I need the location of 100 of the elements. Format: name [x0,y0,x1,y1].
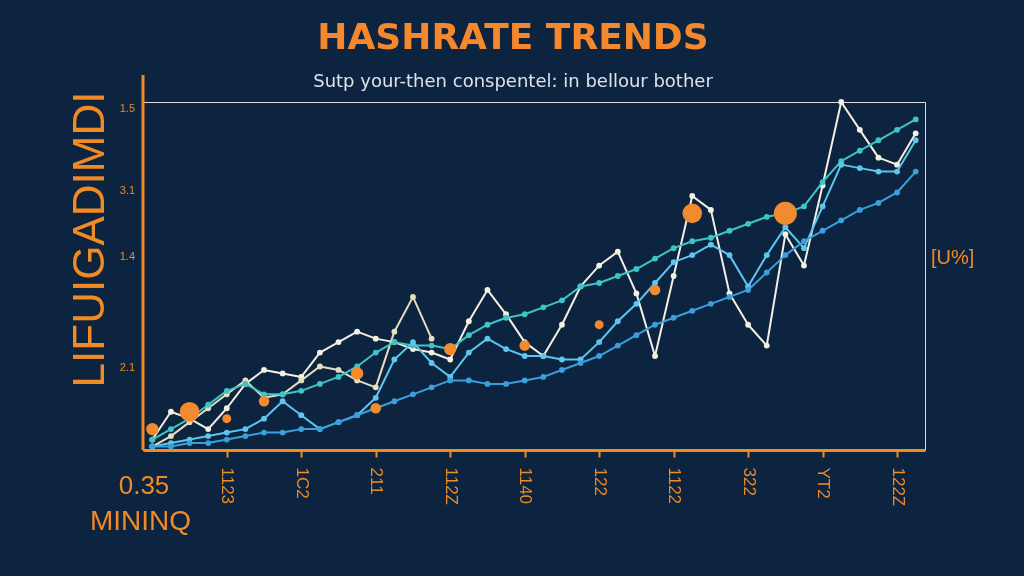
point [596,280,603,286]
point [391,356,398,363]
x-tick-label: 1123 [218,467,238,505]
point [559,321,565,328]
point [465,377,472,384]
point [186,440,193,446]
point [801,203,807,210]
point [168,433,174,439]
x-tick-label: YT2 [814,467,834,499]
point [670,259,677,265]
point [652,280,658,286]
text: 2.1 [119,361,135,374]
point [726,227,733,234]
point [261,415,267,422]
point [707,234,714,241]
point [689,307,696,314]
point [894,126,900,133]
point [540,304,547,311]
point [205,401,212,408]
point [838,217,845,224]
point [875,168,882,175]
point [223,405,230,412]
point [316,380,323,387]
point [223,387,230,394]
point [652,353,658,359]
point [559,367,565,373]
point [372,384,379,391]
point [763,213,770,220]
point [782,252,789,259]
point [168,426,174,433]
point [707,300,714,307]
point [875,154,882,161]
point [428,384,435,391]
point [559,297,565,304]
point [633,332,640,339]
point [745,321,752,328]
point [168,408,174,415]
point [596,262,603,269]
point [205,440,212,446]
point [484,380,491,387]
x-tick-label: 211 [367,467,387,495]
point [335,374,342,380]
text: [U%] [931,246,975,268]
x-tick-label: 122Z [888,467,908,507]
y-axis-title: LIFUIGADIMDI [63,91,113,388]
point [782,224,789,231]
point [298,412,305,419]
point [521,353,528,359]
chart-subtitle: Sutp your-then conspentel: in bellour bother [313,69,714,91]
point [763,269,770,276]
point [614,318,621,325]
point [428,342,435,349]
point [521,311,528,318]
point [707,241,714,248]
point [261,367,267,373]
point [819,203,826,210]
point [763,252,770,259]
point [875,137,882,144]
point [670,245,677,252]
point [633,300,640,307]
point [205,433,212,439]
point [279,370,286,377]
point [261,429,267,436]
point [484,335,491,342]
point [875,200,882,206]
point [670,314,677,321]
point [819,227,826,234]
point [745,220,752,227]
point [912,137,919,144]
point [540,374,547,380]
point [689,193,696,199]
point [801,245,807,252]
x-tick-label: 322 [739,467,759,496]
point [354,328,361,335]
point [912,168,919,175]
point [447,377,454,384]
point [763,342,770,349]
x-tick-label: 1140 [516,467,536,505]
point [484,321,491,328]
point [856,147,863,154]
point [242,426,249,433]
point [465,318,472,325]
point [819,179,826,185]
point [503,380,509,387]
point [484,287,491,293]
point [223,429,230,436]
point [912,116,919,123]
point [707,206,714,213]
text: 0.35 [118,470,170,500]
point [596,339,603,346]
point [801,262,807,269]
point [447,356,454,363]
point [410,391,416,398]
point [912,130,919,137]
point [428,349,435,356]
chart-title: HASHRATE TRENDS [317,15,709,57]
point [782,231,789,238]
point [279,398,286,405]
point [689,238,696,245]
point [633,266,640,272]
